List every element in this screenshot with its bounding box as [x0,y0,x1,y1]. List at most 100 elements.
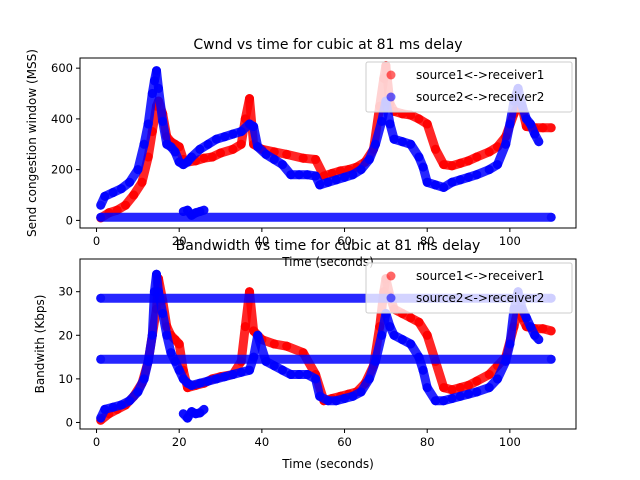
cwnd-series-0-point [311,155,321,164]
bandwidth-series-0-point [439,383,449,393]
cwnd-series-1-point [152,66,161,76]
cwnd-x-tick-label: 60 [337,234,352,248]
cwnd-title: Cwnd vs time for cubic at 81 ms delay [193,37,462,53]
cwnd-y-ticks: 0 200 400 600 [51,61,80,227]
cwnd-series-1-point [455,175,465,185]
cwnd-series-1-point [530,129,540,139]
cwnd-series-1-point [348,170,358,180]
cwnd-subplot: 0 20 40 60 80 100 0 200 400 600 Cwnd vs time for… [25,37,577,269]
bandwidth-series-0-point [447,385,457,395]
cwnd-series-0-point [207,152,217,162]
cwnd-series-1-point [249,122,259,131]
cwnd-x-tick-label: 100 [499,234,521,248]
bandwidth-series-1-point [139,374,149,384]
bandwidth-x-tick-label: 0 [93,435,100,449]
bandwidth-series-1-point [96,413,106,423]
bandwidth-x-tick-label: 80 [420,435,435,449]
bandwidth-y-ticks: 0 10 20 30 [58,285,80,429]
cwnd-legend-marker-0 [386,70,396,80]
cwnd-legend-marker-1 [386,92,396,102]
bandwidth-series-1-point [505,339,515,349]
cwnd-series-1-segment [154,83,168,126]
bandwidth-series-1-point [447,394,457,403]
bandwidth-series-1-point [187,380,197,390]
bandwidth-series-1-point [116,400,126,410]
bandwidth-series-1-point [294,370,304,379]
cwnd-series-1-point [108,188,118,197]
cwnd-series-1-point [493,160,502,170]
bandwidth-series-0-segment [431,356,449,393]
bandwidth-series-1-point [125,396,135,406]
bandwidth-axes-frame [79,258,577,430]
bandwidth-series-0-point [240,322,250,332]
cwnd-series-0-point [137,177,147,187]
bandwidth-series-0-point [472,376,482,386]
bandwidth-series-1-point [464,389,473,399]
bandwidth-series-1-point [278,365,287,375]
bandwidth-x-tick-label: 60 [337,435,352,449]
cwnd-series-0-point [129,190,139,200]
bandwidth-legend-label-0: source1<->receiver1 [416,269,544,283]
bandwidth-series-1-point [385,322,395,332]
bandwidth-series-0-point [455,383,465,393]
cwnd-series-0-point [228,144,238,154]
cwnd-series-1-point [236,127,246,137]
cwnd-series-0-point [447,161,457,171]
bandwidth-series-0-point [269,339,279,349]
bandwidth-series-0-point [422,330,432,340]
bandwidth-x-tick-label: 100 [499,435,521,449]
bandwidth-x-ticks: 0 20 40 60 80 100 [93,429,521,449]
cwnd-legend-label-0: source1<->receiver1 [416,68,544,82]
cwnd-series-1-point [484,165,494,175]
cwnd-series-1-point [116,184,126,194]
cwnd-series-1-point [340,172,349,182]
bandwidth-series-1-point [311,374,321,384]
cwnd-series-0-point [439,160,449,170]
bandwidth-series-1-point [100,404,110,414]
cwnd-series-0-point [464,156,473,166]
cwnd-series-1-point [418,162,428,172]
bandwidth-legend: source1<->receiver1 source2<->receiver2 [365,262,573,314]
cwnd-y-tick-label: 400 [51,112,73,126]
bandwidth-series-1-point [484,383,494,393]
bandwidth-legend-label-1: source2<->receiver2 [416,291,544,305]
bandwidth-series-1-point [228,370,238,379]
cwnd-series-1-point [203,139,213,149]
bandwidth-title: Bandwidth vs time for cubic at 81 ms del… [176,238,481,254]
cwnd-series-2-point [546,212,556,222]
cwnd-series-1-point [311,171,321,181]
cwnd-series-1-point [187,152,197,162]
bandwidth-series-0-point [282,341,292,351]
cwnd-series-1-point [526,119,535,129]
bandwidth-series-1-point [133,387,143,397]
bandwidth-series-1-point [323,396,333,406]
cwnd-series-0-point [282,149,292,159]
cwnd-x-ticks: 0 20 40 60 80 100 [93,228,521,248]
cwnd-series-1-point [414,152,424,162]
bandwidth-y-tick-label: 30 [58,285,73,299]
cwnd-series-0-point [298,153,308,163]
cwnd-series-1-point [125,177,135,187]
cwnd-series-1-point [447,177,457,187]
bandwidth-series-1-segment [505,304,519,349]
bandwidth-series-0-point [464,380,473,390]
bandwidth-series-1-point [253,330,263,340]
cwnd-series-1-point [501,139,511,149]
bandwidth-series-2-point [199,404,209,414]
cwnd-series-0-point [335,166,345,176]
cwnd-series-1-point [505,119,515,129]
cwnd-series-1-point [147,89,157,98]
cwnd-series-0-point [422,119,432,129]
cwnd-series-1-point [220,132,230,142]
bandwidth-series-2-point [96,354,106,364]
cwnd-series-1-point [331,175,341,185]
cwnd-series-0-point [236,139,246,149]
cwnd-series-1-point [315,180,325,190]
bandwidth-series-0-point [484,370,494,379]
cwnd-series-2-point [199,205,209,215]
bandwidth-series-1-point [286,370,296,379]
cwnd-series-1-point [261,149,271,159]
bandwidth-y-tick-label: 0 [66,415,73,429]
bandwidth-series-1-point [158,309,168,318]
cwnd-series-1-point [302,170,312,180]
